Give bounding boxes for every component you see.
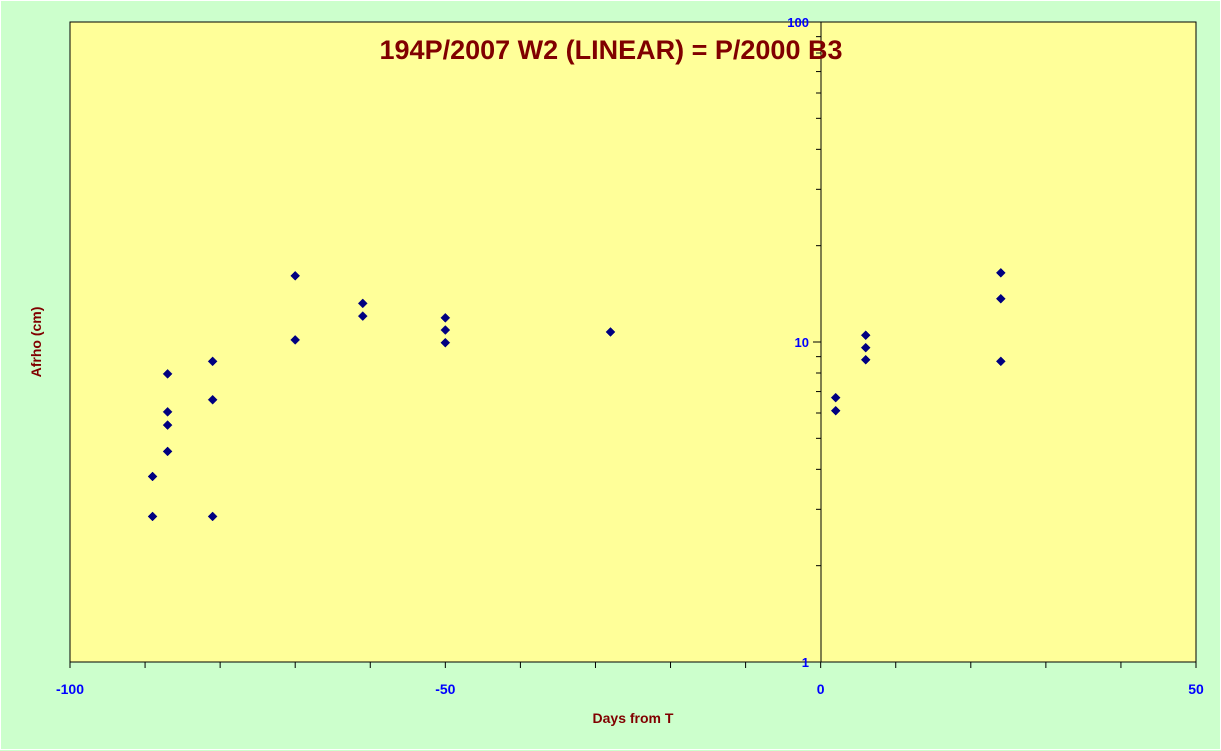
data-point bbox=[162, 420, 173, 430]
data-point bbox=[440, 325, 451, 335]
data-point bbox=[995, 356, 1006, 367]
data-point bbox=[860, 354, 871, 365]
data-point bbox=[830, 392, 841, 403]
data-point bbox=[860, 342, 871, 353]
data-point bbox=[162, 446, 173, 457]
x-axis: -100 -50 0 50 bbox=[56, 661, 1204, 697]
x-tick-label: 0 bbox=[817, 681, 825, 697]
x-tick-label: -50 bbox=[435, 681, 455, 697]
x-axis-title: Days from T bbox=[593, 710, 674, 726]
data-point bbox=[290, 270, 301, 281]
data-point bbox=[147, 511, 158, 522]
data-point bbox=[995, 293, 1006, 304]
x-tick-label: 50 bbox=[1188, 681, 1204, 697]
data-point bbox=[290, 335, 301, 345]
y-axis-title: Afrho (cm) bbox=[28, 307, 44, 378]
y-tick-label: 100 bbox=[787, 15, 809, 30]
data-point bbox=[207, 356, 218, 367]
y-tick-label: 1 bbox=[802, 655, 809, 670]
data-point bbox=[207, 511, 218, 522]
data-point bbox=[440, 312, 451, 323]
x-tick-label: -100 bbox=[56, 681, 84, 697]
data-point bbox=[357, 298, 368, 309]
data-point bbox=[162, 406, 173, 417]
data-point bbox=[357, 311, 368, 321]
data-point bbox=[147, 471, 158, 482]
plot-area bbox=[69, 21, 1197, 663]
data-point bbox=[860, 330, 871, 341]
data-point bbox=[207, 394, 218, 405]
y-axis: 1 10 100 bbox=[787, 15, 822, 670]
chart-title: 194P/2007 W2 (LINEAR) = P/2000 B3 bbox=[380, 35, 843, 65]
data-point bbox=[440, 337, 451, 348]
data-point bbox=[830, 405, 841, 416]
data-markers bbox=[147, 267, 1006, 522]
y-tick-label: 10 bbox=[795, 335, 809, 350]
data-point bbox=[995, 267, 1006, 278]
data-point bbox=[162, 369, 173, 379]
data-point bbox=[605, 327, 616, 337]
